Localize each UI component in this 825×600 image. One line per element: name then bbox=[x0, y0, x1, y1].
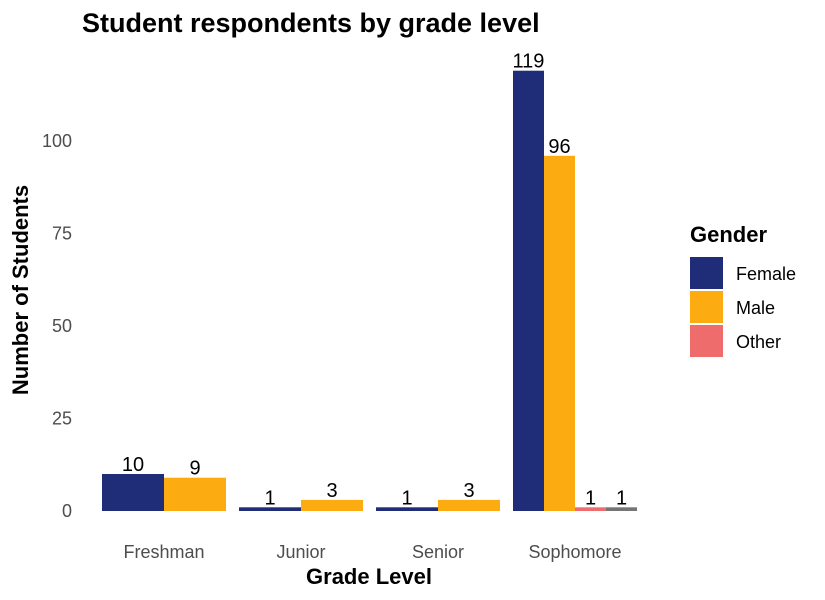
data-label-sophomore-female: 119 bbox=[513, 51, 545, 73]
legend-label-male: Male bbox=[736, 298, 775, 318]
bar-sophomore-male bbox=[544, 155, 575, 512]
legend-label-female: Female bbox=[736, 264, 796, 284]
legend-key-male bbox=[690, 291, 723, 323]
data-label-senior-male: 3 bbox=[463, 480, 474, 502]
bar-junior-female bbox=[239, 507, 301, 511]
x-tick-label-senior: Senior bbox=[412, 542, 464, 562]
x-tick-label-sophomore: Sophomore bbox=[528, 542, 621, 562]
plot-area bbox=[102, 70, 637, 512]
x-tick-label-freshman: Freshman bbox=[123, 542, 204, 562]
bar-freshman-male bbox=[164, 477, 226, 511]
bar-sophomore-series-4 bbox=[606, 507, 637, 511]
y-tick-label: 100 bbox=[42, 131, 72, 151]
data-label-freshman-male: 9 bbox=[189, 458, 200, 480]
data-label-junior-female: 1 bbox=[264, 487, 275, 509]
bar-senior-male bbox=[438, 499, 500, 511]
y-axis-title: Number of Students bbox=[8, 185, 33, 395]
y-axis-ticks: 0 25 50 75 100 bbox=[42, 131, 72, 521]
y-tick-label: 50 bbox=[52, 316, 72, 336]
legend-key-female bbox=[690, 257, 723, 289]
chart-title: Student respondents by grade level bbox=[82, 8, 540, 38]
data-label-freshman-female: 10 bbox=[122, 454, 144, 476]
data-label-junior-male: 3 bbox=[326, 480, 337, 502]
bar-junior-male bbox=[301, 499, 363, 511]
x-axis-title: Grade Level bbox=[306, 564, 432, 589]
x-axis-ticks: Freshman Junior Senior Sophomore bbox=[123, 542, 621, 562]
data-label-sophomore-male: 96 bbox=[548, 136, 570, 158]
data-label-sophomore-series-4: 1 bbox=[616, 487, 627, 509]
y-tick-label: 75 bbox=[52, 224, 72, 244]
bar-freshman-female bbox=[102, 474, 164, 511]
legend-key-other bbox=[690, 325, 723, 357]
data-label-senior-female: 1 bbox=[401, 487, 412, 509]
y-tick-label: 25 bbox=[52, 409, 72, 429]
data-label-sophomore-other: 1 bbox=[585, 487, 596, 509]
bar-sophomore-other bbox=[575, 507, 606, 511]
y-tick-label: 0 bbox=[62, 501, 72, 521]
legend: Gender Female Male Other bbox=[690, 222, 796, 357]
legend-title: Gender bbox=[690, 222, 767, 247]
bar-senior-female bbox=[376, 507, 438, 511]
bar-sophomore-female bbox=[513, 70, 544, 511]
x-tick-label-junior: Junior bbox=[276, 542, 325, 562]
legend-label-other: Other bbox=[736, 332, 781, 352]
